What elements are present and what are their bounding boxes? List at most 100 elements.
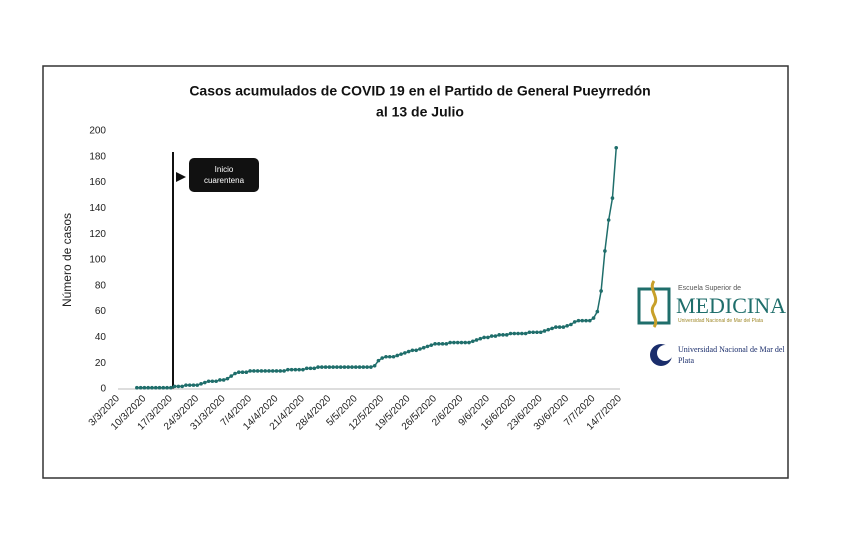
data-point xyxy=(591,316,596,320)
data-point xyxy=(191,383,196,387)
logo-icon xyxy=(650,344,673,366)
data-point xyxy=(610,196,615,200)
data-point xyxy=(357,365,362,369)
data-point xyxy=(614,145,619,150)
data-point xyxy=(165,385,169,390)
data-point xyxy=(384,354,388,359)
data-point xyxy=(399,352,403,356)
data-point xyxy=(323,365,328,369)
data-point xyxy=(146,385,150,390)
data-point xyxy=(504,333,509,337)
data-point xyxy=(184,383,188,387)
data-point xyxy=(286,367,290,372)
y-tick-label: 80 xyxy=(95,280,107,291)
data-point xyxy=(467,340,471,345)
data-point xyxy=(267,369,271,373)
annotation: Inicio cuarentena xyxy=(189,158,259,192)
data-point xyxy=(138,385,143,390)
data-point xyxy=(255,369,260,373)
data-point xyxy=(335,365,339,369)
data-point xyxy=(153,385,158,390)
data-point xyxy=(429,343,434,347)
data-point xyxy=(565,323,569,328)
data-point xyxy=(599,289,603,293)
y-tick-label: 40 xyxy=(95,332,107,343)
data-point xyxy=(448,340,452,345)
data-point xyxy=(569,322,573,327)
data-point xyxy=(150,385,154,390)
data-point xyxy=(395,353,400,358)
data-point xyxy=(244,370,249,375)
data-point xyxy=(410,348,415,353)
y-tick-label: 160 xyxy=(89,177,106,188)
logo-unmdp: Universidad Nacional de Mar del Plata xyxy=(648,340,788,374)
data-point xyxy=(546,327,551,332)
data-point xyxy=(282,369,286,373)
data-point xyxy=(240,370,245,375)
data-point xyxy=(274,369,279,373)
data-point xyxy=(523,331,528,336)
data-point xyxy=(572,320,577,324)
data-point xyxy=(135,385,139,390)
data-point xyxy=(516,331,520,336)
y-tick-label: 0 xyxy=(100,384,106,395)
data-point xyxy=(482,335,486,340)
data-point xyxy=(470,339,475,344)
data-point xyxy=(463,340,468,345)
data-point xyxy=(270,369,275,373)
data-point xyxy=(169,385,173,390)
data-point xyxy=(414,348,418,353)
data-point xyxy=(350,365,354,369)
chart-title: Casos acumulados de COVID 19 en el Parti… xyxy=(189,83,650,99)
data-point xyxy=(353,365,358,369)
data-point xyxy=(346,365,351,369)
data-point xyxy=(433,342,437,346)
data-point xyxy=(437,342,441,346)
data-point xyxy=(214,379,218,384)
data-point xyxy=(361,365,366,369)
data-point xyxy=(557,325,562,329)
data-point xyxy=(603,249,607,253)
data-point xyxy=(180,384,184,389)
data-point xyxy=(187,383,192,387)
data-point xyxy=(338,365,343,369)
data-point xyxy=(440,342,445,346)
logo-icon xyxy=(637,280,671,328)
data-point xyxy=(301,367,305,372)
data-point xyxy=(486,335,490,340)
data-point xyxy=(508,331,513,336)
data-point xyxy=(561,325,566,329)
data-point xyxy=(588,318,592,323)
data-point xyxy=(229,374,234,378)
data-point xyxy=(157,385,162,390)
data-point xyxy=(312,366,317,371)
data-point xyxy=(387,354,392,359)
y-tick-label: 60 xyxy=(95,306,107,317)
data-point xyxy=(527,330,532,335)
data-point xyxy=(380,356,385,360)
data-point xyxy=(372,363,377,368)
y-tick-label: 120 xyxy=(89,229,106,240)
data-point xyxy=(580,318,585,323)
data-point xyxy=(195,383,200,387)
data-point xyxy=(259,369,264,373)
data-point xyxy=(331,365,335,369)
data-point xyxy=(455,340,460,345)
data-point xyxy=(459,340,464,345)
data-point xyxy=(403,351,407,355)
data-point xyxy=(308,366,313,371)
data-point xyxy=(474,338,479,342)
data-point xyxy=(297,367,301,372)
data-point xyxy=(512,331,517,336)
logo-text: Universidad Nacional de Mar del Plata xyxy=(678,318,764,324)
data-point xyxy=(444,342,449,346)
data-point xyxy=(320,365,324,369)
data-point xyxy=(520,331,524,336)
data-point xyxy=(252,369,256,373)
chart-frame xyxy=(42,65,789,479)
data-point xyxy=(327,365,332,369)
data-point xyxy=(172,384,177,389)
data-point xyxy=(221,378,226,382)
